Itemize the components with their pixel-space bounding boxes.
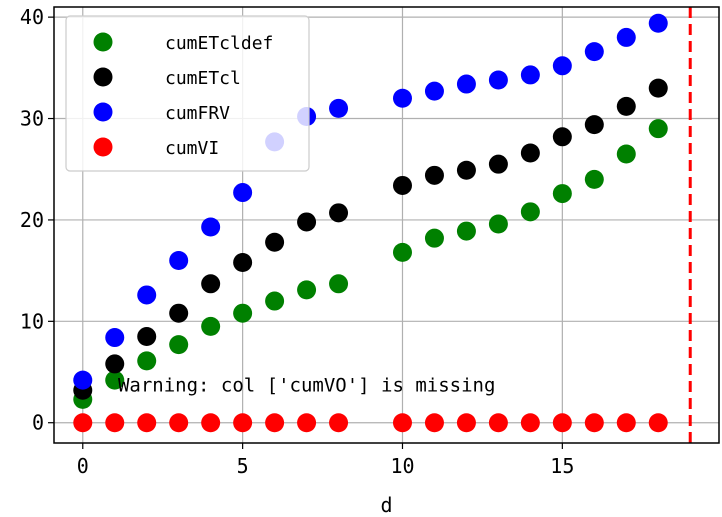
legend-marker-cumETcl — [93, 67, 113, 87]
point-cumFRV — [73, 370, 93, 390]
point-cumVI — [648, 413, 668, 433]
point-cumFRV — [392, 88, 412, 108]
warning-annotation: Warning: col ['cumVO'] is missing — [118, 374, 496, 396]
point-cumETcl — [616, 96, 636, 116]
point-cumVI — [329, 413, 349, 433]
point-cumVI — [552, 413, 572, 433]
point-cumETcldef — [456, 221, 476, 241]
y-tick-label: 10 — [20, 309, 44, 333]
point-cumETcldef — [137, 351, 157, 371]
point-cumETcl — [584, 115, 604, 135]
point-cumVI — [616, 413, 636, 433]
x-tick-label: 10 — [390, 454, 414, 478]
legend-label-cumETcldef: cumETcldef — [165, 33, 273, 54]
legend-marker-cumFRV — [93, 102, 113, 122]
legend-marker-cumETcldef — [93, 32, 113, 52]
point-cumETcl — [169, 303, 189, 323]
point-cumETcl — [392, 175, 412, 195]
point-cumETcldef — [520, 202, 540, 222]
point-cumVI — [265, 413, 285, 433]
plot-frame — [53, 6, 720, 444]
point-cumVI — [488, 413, 508, 433]
point-cumVI — [233, 413, 253, 433]
point-cumETcl — [424, 165, 444, 185]
legend-label-cumETcl: cumETcl — [165, 68, 241, 89]
point-cumVI — [456, 413, 476, 433]
x-tick-label: 0 — [77, 454, 89, 478]
point-cumFRV — [233, 183, 253, 203]
point-cumETcl — [137, 327, 157, 347]
point-cumETcldef — [233, 303, 253, 323]
point-cumFRV — [584, 42, 604, 62]
point-cumFRV — [648, 13, 668, 33]
point-cumVI — [169, 413, 189, 433]
point-cumETcldef — [297, 280, 317, 300]
point-cumFRV — [329, 98, 349, 118]
point-cumFRV — [520, 65, 540, 85]
y-tick-label: 0 — [32, 411, 44, 435]
point-cumVI — [424, 413, 444, 433]
legend-label-cumFRV: cumFRV — [165, 103, 230, 124]
point-cumETcldef — [488, 214, 508, 234]
point-cumETcl — [648, 78, 668, 98]
point-cumVI — [297, 413, 317, 433]
point-cumVI — [73, 413, 93, 433]
point-cumETcl — [105, 354, 125, 374]
x-tick-label: 5 — [237, 454, 249, 478]
data-points — [73, 13, 668, 433]
point-cumETcldef — [265, 291, 285, 311]
y-tick-label: 30 — [20, 107, 44, 131]
point-cumETcldef — [648, 119, 668, 139]
legend-box — [65, 15, 310, 172]
y-tick-label: 40 — [20, 5, 44, 29]
point-cumETcldef — [169, 335, 189, 355]
point-cumETcldef — [584, 169, 604, 189]
point-cumFRV — [105, 328, 125, 348]
point-cumETcldef — [329, 274, 349, 294]
point-cumVI — [520, 413, 540, 433]
x-axis-label: d — [380, 493, 392, 517]
point-cumVI — [392, 413, 412, 433]
point-cumETcldef — [424, 228, 444, 248]
point-cumETcl — [329, 203, 349, 223]
point-cumVI — [201, 413, 221, 433]
point-cumFRV — [424, 81, 444, 101]
point-cumVI — [105, 413, 125, 433]
point-cumETcl — [488, 154, 508, 174]
legend-marker-cumVI — [93, 137, 113, 157]
x-tick-label: 15 — [550, 454, 574, 478]
point-cumVI — [137, 413, 157, 433]
point-cumETcldef — [552, 184, 572, 204]
point-cumETcl — [297, 212, 317, 232]
axis-ticks: 0 5 10 15 0 10 20 30 40 — [20, 5, 574, 478]
legend-label-cumVI: cumVI — [165, 138, 219, 159]
point-cumFRV — [552, 56, 572, 76]
point-cumFRV — [137, 285, 157, 305]
point-cumETcldef — [105, 370, 125, 390]
point-cumFRV — [456, 74, 476, 94]
legend: cumETcldef cumETcl cumFRV cumVI — [65, 15, 310, 172]
point-cumETcl — [552, 127, 572, 147]
point-cumETcl — [520, 143, 540, 163]
point-cumETcl — [456, 160, 476, 180]
point-cumFRV — [488, 70, 508, 90]
point-cumFRV — [169, 250, 189, 270]
point-cumETcldef — [616, 144, 636, 164]
point-cumVI — [584, 413, 604, 433]
point-cumFRV — [201, 217, 221, 237]
point-cumETcldef — [201, 316, 221, 336]
point-cumETcl — [201, 274, 221, 294]
point-cumFRV — [616, 27, 636, 47]
point-cumETcldef — [392, 242, 412, 262]
y-tick-label: 20 — [20, 208, 44, 232]
point-cumETcl — [233, 253, 253, 273]
point-cumETcl — [265, 232, 285, 252]
